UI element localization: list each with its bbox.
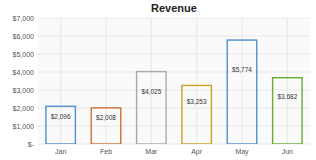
bar (273, 78, 302, 144)
y-grid-line (38, 144, 310, 145)
plot-area (38, 18, 310, 144)
data-label: $3,682 (277, 93, 297, 100)
x-grid-line (151, 18, 152, 144)
y-grid-line (38, 54, 310, 55)
x-grid-line (242, 18, 243, 144)
bar (182, 85, 211, 144)
x-tick-label: Jan (55, 148, 66, 155)
y-tick-label: $- (28, 141, 35, 148)
bar (46, 106, 75, 144)
x-tick-label: May (235, 148, 249, 156)
y-grid-line (38, 108, 310, 109)
data-labels: $2,096 $2,008 $4,025 $3,253 $5,774 $3,682 (51, 66, 298, 122)
chart-container: Revenue$-$1,000$2,000$3,000$4,000$5,000$… (0, 0, 316, 160)
y-tick-label: $3,000 (13, 87, 35, 94)
y-grid-line (38, 126, 310, 127)
y-tick-label: $6,000 (13, 33, 35, 40)
y-tick-label: $1,000 (13, 123, 35, 130)
data-label: $2,008 (96, 114, 116, 121)
data-label: $4,025 (141, 88, 161, 95)
title: Revenue (151, 2, 197, 14)
x-tick-label: Mar (145, 148, 158, 155)
x-grid-line (106, 18, 107, 144)
bar (137, 72, 166, 144)
x-grid-line (287, 18, 288, 144)
y-tick-label: $7,000 (13, 15, 35, 22)
y-tick-label: $2,000 (13, 105, 35, 112)
x-tick-label: Feb (100, 148, 112, 155)
y-tick-label: $4,000 (13, 69, 35, 76)
data-label: $2,096 (51, 113, 71, 120)
y-grid-line (38, 18, 310, 19)
y-tick-label: $5,000 (13, 51, 35, 58)
grid (38, 18, 310, 144)
x-grid-line (60, 18, 61, 144)
x-grid-line (196, 18, 197, 144)
y-grid-line (38, 90, 310, 91)
y-grid-line (38, 72, 310, 73)
data-label: $3,253 (187, 98, 207, 105)
data-label: $5,774 (232, 66, 252, 73)
axes: $- $1,000 $2,000 $3,000 $4,000 $5,000 $6,000 $7… (13, 15, 293, 157)
bars (46, 40, 302, 144)
x-tick-label: Jun (282, 148, 293, 155)
chart-svg: Revenue$-$1,000$2,000$3,000$4,000$5,000$… (0, 0, 316, 160)
y-grid-line (38, 36, 310, 37)
x-tick-label: Apr (191, 148, 203, 156)
bar (91, 108, 120, 144)
bar (227, 40, 256, 144)
